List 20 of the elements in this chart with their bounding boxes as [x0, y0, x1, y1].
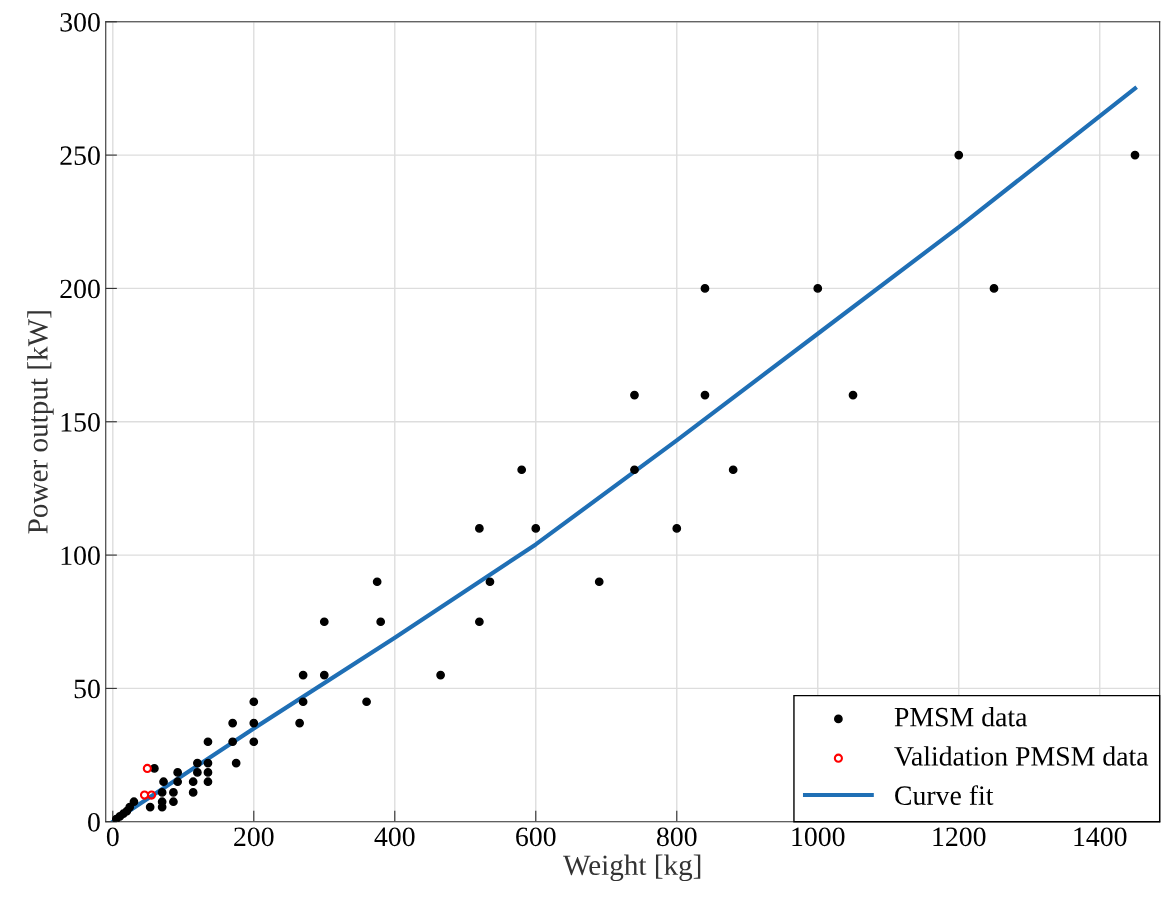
x-tick-label: 800	[657, 827, 697, 847]
x-tick-label: 400	[374, 827, 415, 847]
y-tick-label: 200	[60, 279, 100, 299]
y-tick-label: 150	[61, 412, 100, 432]
x-tick-label: 200	[234, 827, 274, 847]
legend-label: PMSM data	[894, 706, 1028, 727]
x-tick-label: 1200	[933, 827, 986, 847]
y-tick-label: 250	[60, 146, 100, 166]
x-tick-label: 600	[516, 827, 556, 847]
legend-label: Validation PMSM data	[894, 746, 1149, 766]
y-tick-label: 300	[60, 12, 100, 32]
y-tick-label: 50	[74, 679, 100, 699]
y-tick-label: 100	[61, 546, 100, 565]
x-tick-label: 0	[106, 827, 119, 847]
x-tick-label: 1400	[1074, 827, 1127, 847]
y-axis-title: Power output [kW]	[27, 311, 54, 534]
x-axis-title: Weight [kg]	[563, 854, 701, 882]
x-tick-label: 1000	[792, 827, 845, 847]
y-tick-label: 0	[88, 812, 100, 832]
legend-label: Curve fit	[895, 785, 994, 805]
